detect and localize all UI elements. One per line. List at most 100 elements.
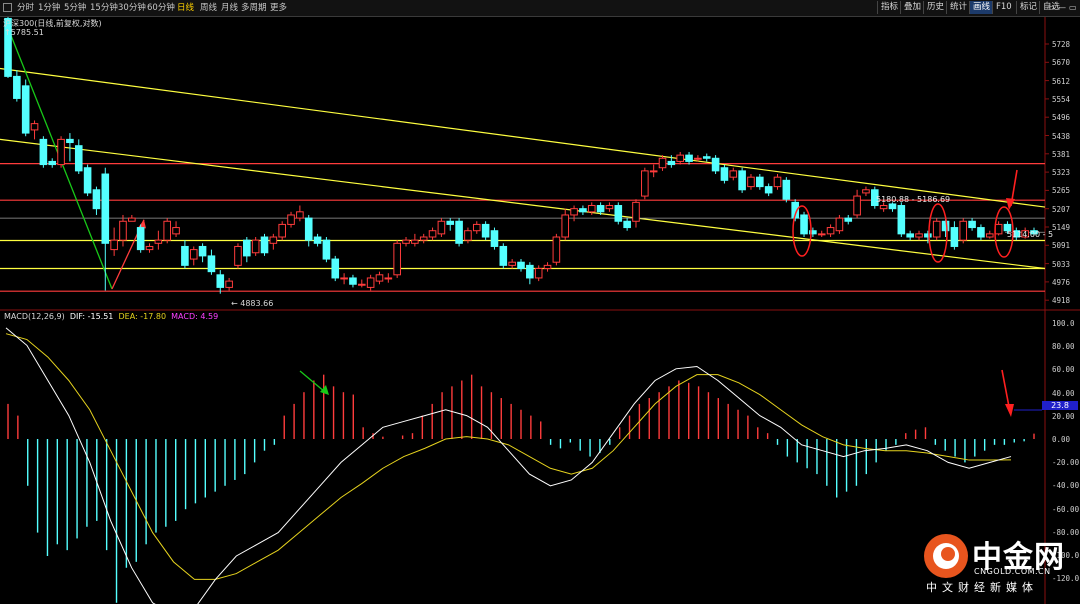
macd-green-arrow [299, 370, 326, 393]
macd-tick: 100.0 [1052, 319, 1075, 328]
candle-body [287, 214, 295, 225]
tool-button-6[interactable]: 标记 [1016, 1, 1040, 14]
candle-body [66, 138, 74, 144]
candle-body [163, 220, 172, 241]
win-close-icon[interactable]: ▭ [1069, 3, 1077, 12]
candle-body [685, 154, 693, 162]
price-red-arrowhead [1006, 198, 1015, 210]
candle-body [835, 217, 844, 232]
candle-body [21, 85, 30, 134]
logo-mark-icon [924, 534, 968, 578]
candle-body [932, 220, 941, 238]
candle-body [517, 261, 525, 270]
tab-0[interactable]: 分时 [17, 3, 35, 13]
candle-body [101, 173, 110, 244]
candle-body [331, 258, 340, 279]
range-annotation-2: 5114.00 - 5 [1007, 230, 1054, 239]
macd-tick: -20.00 [1052, 458, 1080, 468]
candle-body [596, 205, 605, 213]
tab-4[interactable]: 30分钟 [118, 3, 146, 13]
candle-body [39, 138, 48, 166]
chart-canvas[interactable] [0, 17, 1080, 604]
candle-body [110, 239, 118, 251]
tab-5[interactable]: 60分钟 [147, 3, 175, 13]
candle-body [720, 167, 729, 181]
candle-body [702, 156, 711, 159]
candle-body [48, 160, 57, 166]
candle-body [189, 249, 198, 260]
candle-body [145, 245, 154, 251]
candle-body [357, 283, 366, 286]
dif-line [5, 327, 1012, 604]
candle-body [234, 245, 242, 266]
candle-body [278, 223, 286, 238]
candle-body [649, 170, 658, 173]
candle-body [729, 170, 738, 178]
candle-body [313, 236, 322, 244]
dea-value: DEA: -17.80 [118, 312, 167, 321]
tool-button-7[interactable]: 自选 [1039, 1, 1063, 14]
price-tick: 5033 [1052, 259, 1071, 269]
candle-body [30, 123, 39, 131]
macd-value-badge: 23.8 [1042, 401, 1078, 410]
tab-8[interactable]: 月线 [221, 3, 239, 13]
candle-body [207, 255, 216, 273]
highlight-ellipse-2 [994, 206, 1014, 258]
tool-button-5[interactable]: F10 [992, 1, 1015, 14]
candle-body [464, 230, 472, 241]
macd-tick: 40.00 [1052, 388, 1075, 398]
price-tick: 5670 [1052, 58, 1071, 68]
candle-body [508, 261, 516, 266]
low-price-value: 4883.66 [240, 299, 274, 308]
candle-body [959, 220, 968, 241]
macd-red-arrowhead [1005, 404, 1014, 417]
candle-body [481, 223, 490, 238]
candle-body [428, 230, 437, 238]
tool-button-2[interactable]: 历史 [923, 1, 947, 14]
candle-body [83, 167, 92, 194]
candle-body [304, 217, 313, 241]
tab-7[interactable]: 周线 [200, 3, 218, 13]
candle-body [57, 138, 65, 166]
price-tick: 5207 [1052, 204, 1071, 214]
price-tick: 5438 [1052, 131, 1071, 141]
candle-body [446, 220, 455, 225]
candle-body [322, 239, 331, 260]
tab-6[interactable]: 日线 [177, 3, 195, 13]
candle-body [826, 227, 835, 235]
win-minimize-icon[interactable]: — [1058, 3, 1066, 12]
candle-body [384, 277, 393, 280]
tab-3[interactable]: 15分钟 [90, 3, 118, 13]
high-price-value: 5785.51 [10, 28, 44, 37]
back-icon[interactable] [3, 3, 12, 12]
macd-indicator-title: MACD(12,26,9) DIF: -15.51 DEA: -17.80 MA… [4, 312, 218, 321]
tab-1[interactable]: 1分钟 [38, 3, 61, 13]
tool-button-0[interactable]: 指标 [877, 1, 901, 14]
logo-slogan: 中文财经新媒体 [926, 581, 1038, 594]
candle-body [411, 239, 419, 244]
tab-2[interactable]: 5分钟 [64, 3, 87, 13]
candle-body [243, 239, 251, 257]
candle-body [13, 75, 21, 99]
candle-body [1021, 230, 1029, 238]
tool-button-4[interactable]: 画线 [969, 1, 994, 14]
logo-en-text: CNGOLD.COM.CN [974, 567, 1051, 576]
candle-body [605, 205, 614, 210]
candle-body [570, 208, 578, 216]
macd-tick: 60.00 [1052, 365, 1075, 375]
candle-body [1003, 223, 1012, 232]
tool-button-3[interactable]: 统计 [946, 1, 970, 14]
candle-body [534, 268, 543, 279]
win-menu-icon[interactable]: ▭ [1047, 3, 1055, 12]
candle-body [764, 186, 773, 194]
price-tick: 5149 [1052, 223, 1071, 232]
candle-body [950, 227, 959, 247]
candle-body [800, 214, 808, 235]
candle-body [561, 214, 570, 238]
tab-10[interactable]: 更多 [270, 3, 288, 13]
candle-body [738, 170, 746, 191]
tab-9[interactable]: 多周期 [241, 3, 267, 13]
tool-button-1[interactable]: 叠加 [900, 1, 924, 14]
price-tick: 5612 [1052, 76, 1071, 86]
candle-body [340, 277, 348, 280]
